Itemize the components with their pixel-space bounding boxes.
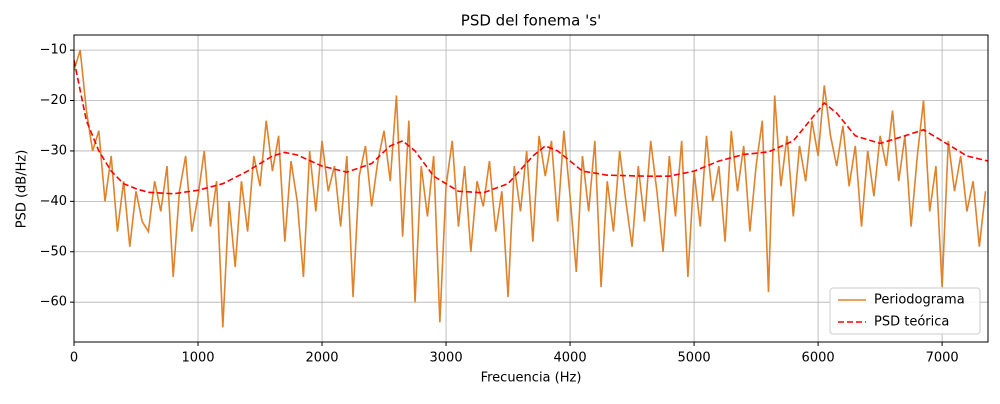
x-tick-label: 7000: [926, 351, 959, 366]
x-tick-label: 2000: [305, 351, 338, 366]
x-tick-label: 6000: [802, 351, 835, 366]
x-axis-label: Frecuencia (Hz): [481, 371, 582, 386]
x-tick-label: 3000: [430, 351, 463, 366]
x-tick-label: 5000: [678, 351, 711, 366]
y-tick-label: −60: [40, 295, 67, 310]
series-line: [74, 49, 987, 328]
x-tick-label: 1000: [181, 351, 214, 366]
legend-label: Periodograma: [874, 293, 965, 308]
y-axis-label: PSD (dB/Hz): [15, 150, 30, 229]
y-tick-label: −50: [40, 244, 67, 259]
x-tick-label: 0: [70, 351, 78, 366]
y-tick-label: −30: [40, 143, 67, 158]
y-tick-label: −40: [40, 194, 67, 209]
plot-frame: [73, 34, 989, 343]
legend-label: PSD teórica: [874, 315, 949, 330]
y-tick-label: −20: [40, 93, 67, 108]
x-tick-label: 4000: [554, 351, 587, 366]
y-tick-label: −10: [40, 43, 67, 58]
chart-title: PSD del fonema 's': [461, 12, 601, 30]
legend-box: [829, 287, 981, 335]
